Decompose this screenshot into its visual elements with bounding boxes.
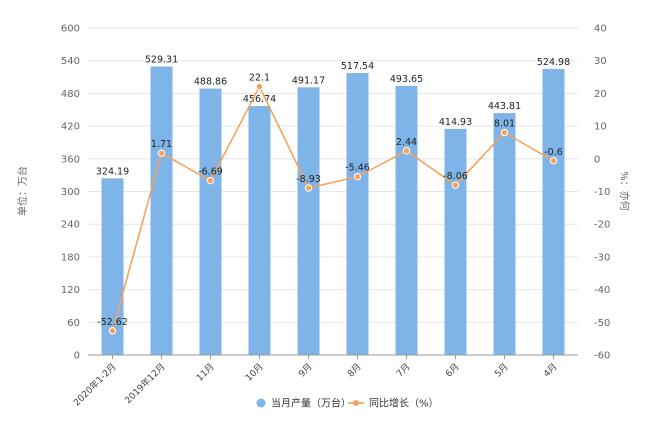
bar-data-label: 491.17 [292,75,325,86]
line-data-label: 2.44 [396,137,417,148]
y-right-tick-label: -60 [594,351,610,362]
line-point [549,157,558,165]
line-point [157,149,166,157]
bar [542,68,565,356]
bar [150,66,173,355]
x-tick-label: 7月 [394,361,412,379]
line-point [206,176,215,185]
bar [248,106,271,356]
bar-data-label: 517.54 [341,61,374,72]
x-tick-label: 2020年1-2月 [71,361,119,409]
y-right-tick-label: -50 [594,318,610,329]
bar-data-label: 529.31 [145,55,178,66]
x-tick-label: 10月 [243,361,265,383]
bar [346,72,369,355]
bar [395,85,418,355]
line-point [108,327,117,335]
y-right-tick-label: 10 [594,122,607,133]
x-tick-label: 6月 [443,361,461,379]
bar [444,128,467,355]
y-right-tick-label: 0 [594,154,600,165]
y-right-tick-label: 30 [594,56,607,67]
line-data-label: 22.1 [249,73,270,84]
line-point [353,172,362,181]
bar-data-label: 414.93 [439,117,472,128]
bar-data-label: 488.86 [194,77,227,88]
x-tick-label: 9月 [296,361,314,379]
bar-data-label: 493.65 [390,74,423,85]
x-tick-label: 5月 [492,361,510,379]
line-point [255,82,264,91]
line-point [451,181,460,189]
line-data-label: 8.01 [494,119,515,130]
y-right-tick-label: 20 [594,89,607,100]
line-series: -52.62 1.71 -6.69 22.1 -8.93 -5.46 2.44 -8.06 8.… [97,73,563,335]
x-tick-label: 8月 [345,361,363,379]
right-axis: -60 -50 -40 -30 -20 -10 0 10 20 30 40 [594,24,610,362]
x-tick-label: 11月 [194,361,216,383]
y-left-tick-label: 360 [61,154,80,165]
left-axis: 0 60 120 180 240 300 360 420 480 540 600 [61,24,80,362]
bar-series: 324.19 529.31 488.86 456.74 491.17 517.54 493.… [96,55,570,356]
line-path [111,84,554,332]
line-point [304,184,313,192]
legend-bar-marker [256,398,266,408]
bar [297,87,320,355]
y-right-tick-label: -40 [594,285,610,296]
line-data-label: -8.93 [296,174,321,185]
legend-bar-label: 当月产量（万台） [271,397,351,410]
y-axis-right-label: %：亦何 [618,171,631,211]
line-data-label: -6.69 [198,167,223,178]
line-data-label: 1.71 [151,139,172,150]
x-tick-label: 4月 [541,361,559,379]
line-data-label: -8.06 [443,171,468,182]
bar-data-label: 324.19 [96,166,129,177]
bar-data-label: 524.98 [537,57,570,68]
y-left-tick-label: 60 [67,318,80,329]
line-point [402,147,411,155]
y-left-tick-label: 180 [61,252,80,263]
y-left-tick-label: 480 [61,89,80,100]
y-left-tick-label: 300 [61,187,80,198]
y-right-tick-label: -10 [594,187,610,198]
y-left-tick-label: 120 [61,285,80,296]
y-left-tick-label: 0 [74,351,80,362]
y-left-tick-label: 240 [61,220,80,231]
bar [493,113,516,355]
line-data-label: -52.62 [97,317,128,328]
x-tick-label: 2019年12月 [122,361,168,407]
y-right-tick-label: -30 [594,252,610,263]
line-data-label: -5.46 [345,163,370,174]
y-right-tick-label: -20 [594,220,610,231]
y-left-tick-label: 600 [61,24,80,35]
y-left-tick-label: 540 [61,56,80,67]
legend-line-label: 同比增长（%） [369,397,439,410]
line-data-label: -0.6 [544,147,563,158]
line-point [500,128,509,137]
y-right-tick-label: 40 [594,24,607,35]
legend: 当月产量（万台） 同比增长（%） [256,397,439,410]
bar-data-label: 443.81 [488,101,521,112]
bar-data-label: 456.74 [243,94,276,105]
y-axis-left-label: 单位：万台 [16,166,29,216]
bar [199,88,222,356]
legend-line-dot [353,400,359,406]
y-left-tick-label: 420 [61,122,80,133]
